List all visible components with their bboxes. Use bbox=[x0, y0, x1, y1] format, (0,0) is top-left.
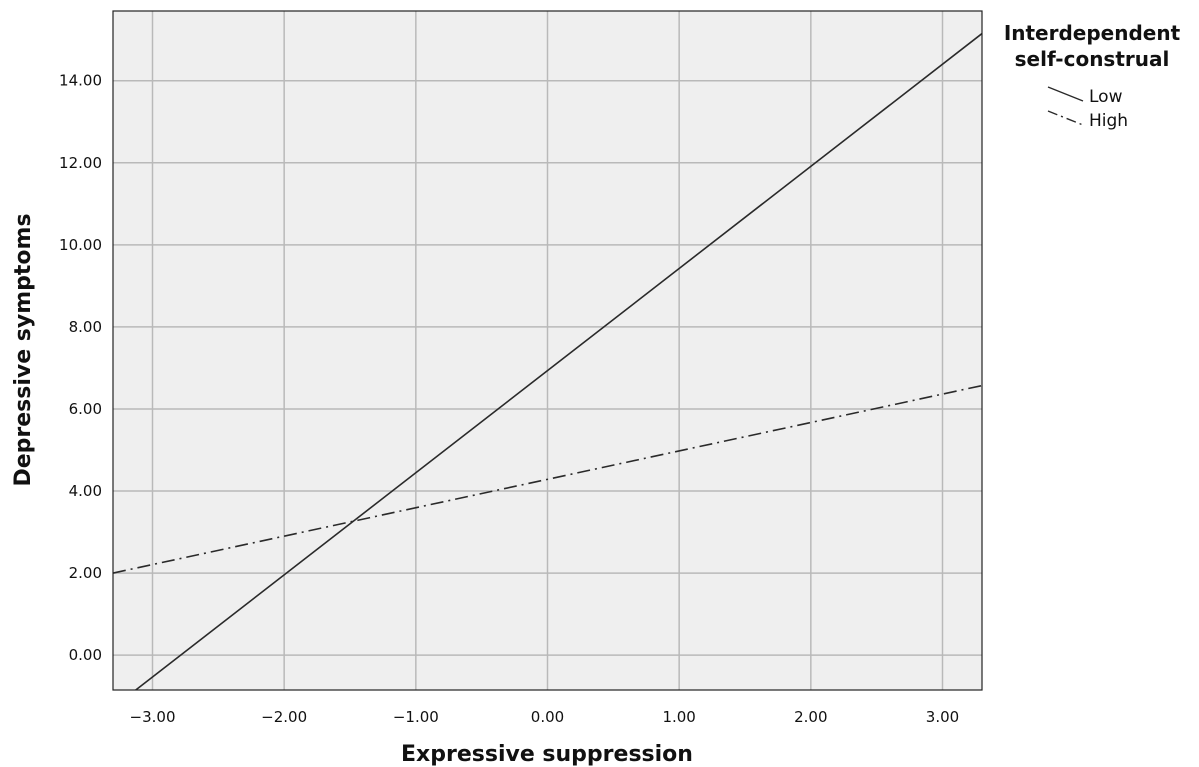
y-tick-label: 2.00 bbox=[69, 564, 102, 582]
legend-title-line-1: Interdependent bbox=[1004, 21, 1181, 45]
x-tick-label: 3.00 bbox=[926, 708, 959, 726]
x-tick-label: 2.00 bbox=[794, 708, 827, 726]
y-tick-label: 4.00 bbox=[69, 482, 102, 500]
legend-label-high: High bbox=[1089, 111, 1128, 131]
x-tick-label: −2.00 bbox=[261, 708, 307, 726]
x-tick-labels: −3.00 −2.00 −1.00 0.00 1.00 2.00 3.00 bbox=[130, 708, 960, 726]
legend-title-line-2: self-construal bbox=[1015, 47, 1170, 71]
legend-label-low: Low bbox=[1089, 87, 1123, 107]
legend-swatch-high bbox=[1047, 110, 1084, 126]
series-line-high bbox=[113, 384, 982, 574]
x-axis-title: Expressive suppression bbox=[401, 742, 693, 767]
y-tick-label: 8.00 bbox=[69, 318, 102, 336]
x-tick-label: −1.00 bbox=[393, 708, 439, 726]
series-layer bbox=[113, 32, 982, 690]
y-tick-labels: 0.00 2.00 4.00 6.00 8.00 10.00 12.00 14.00 bbox=[59, 72, 102, 664]
grid bbox=[113, 11, 982, 690]
y-tick-label: 14.00 bbox=[59, 72, 102, 90]
series-line-low bbox=[134, 32, 982, 690]
y-tick-label: 6.00 bbox=[69, 400, 102, 418]
x-tick-label: 1.00 bbox=[662, 708, 695, 726]
legend: Interdependent self-construal Low High bbox=[1004, 21, 1181, 131]
y-tick-label: 10.00 bbox=[59, 236, 102, 254]
y-axis-title: Depressive symptoms bbox=[11, 213, 36, 486]
y-tick-label: 0.00 bbox=[69, 646, 102, 664]
y-tick-label: 12.00 bbox=[59, 154, 102, 172]
x-tick-label: 0.00 bbox=[531, 708, 564, 726]
legend-swatch-low bbox=[1047, 86, 1084, 102]
plot-frame bbox=[112, 10, 983, 691]
x-tick-label: −3.00 bbox=[130, 708, 176, 726]
